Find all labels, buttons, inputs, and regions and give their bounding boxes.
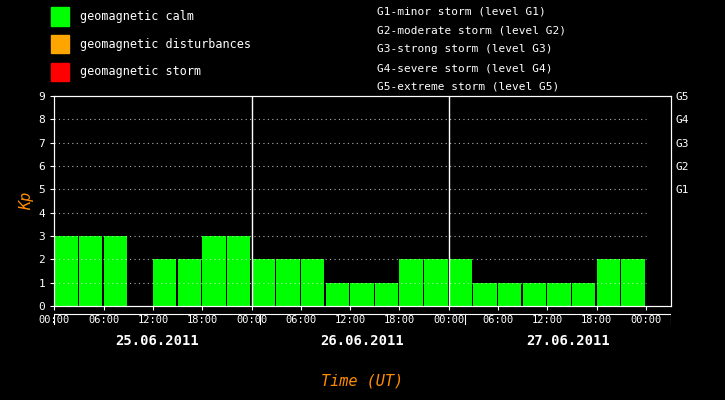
- Bar: [547, 283, 571, 306]
- Bar: [252, 259, 275, 306]
- Bar: [375, 283, 398, 306]
- Bar: [51, 62, 69, 81]
- Bar: [326, 283, 349, 306]
- Bar: [178, 259, 201, 306]
- Text: geomagnetic calm: geomagnetic calm: [80, 10, 194, 23]
- Bar: [301, 259, 324, 306]
- Text: G5-extreme storm (level G5): G5-extreme storm (level G5): [377, 82, 559, 92]
- Text: geomagnetic disturbances: geomagnetic disturbances: [80, 38, 251, 51]
- Bar: [276, 259, 299, 306]
- Bar: [54, 236, 78, 306]
- Bar: [350, 283, 373, 306]
- Text: G2-moderate storm (level G2): G2-moderate storm (level G2): [377, 25, 566, 35]
- Bar: [498, 283, 521, 306]
- Bar: [153, 259, 176, 306]
- Bar: [227, 236, 250, 306]
- Bar: [597, 259, 620, 306]
- Bar: [523, 283, 546, 306]
- Text: 27.06.2011: 27.06.2011: [526, 334, 610, 348]
- Text: G1-minor storm (level G1): G1-minor storm (level G1): [377, 6, 546, 16]
- Bar: [51, 35, 69, 53]
- Text: 25.06.2011: 25.06.2011: [115, 334, 199, 348]
- Bar: [252, 283, 275, 306]
- Bar: [51, 7, 69, 26]
- Bar: [572, 283, 595, 306]
- Text: G3-strong storm (level G3): G3-strong storm (level G3): [377, 44, 552, 54]
- Bar: [399, 259, 423, 306]
- Text: G4-severe storm (level G4): G4-severe storm (level G4): [377, 63, 552, 73]
- Text: geomagnetic storm: geomagnetic storm: [80, 65, 201, 78]
- Bar: [202, 236, 225, 306]
- Text: 26.06.2011: 26.06.2011: [320, 334, 405, 348]
- Bar: [104, 236, 127, 306]
- Bar: [473, 283, 497, 306]
- Bar: [449, 259, 472, 306]
- Text: Time (UT): Time (UT): [321, 374, 404, 389]
- Bar: [621, 259, 645, 306]
- Bar: [424, 259, 447, 306]
- Y-axis label: Kp: Kp: [20, 192, 34, 210]
- Bar: [79, 236, 102, 306]
